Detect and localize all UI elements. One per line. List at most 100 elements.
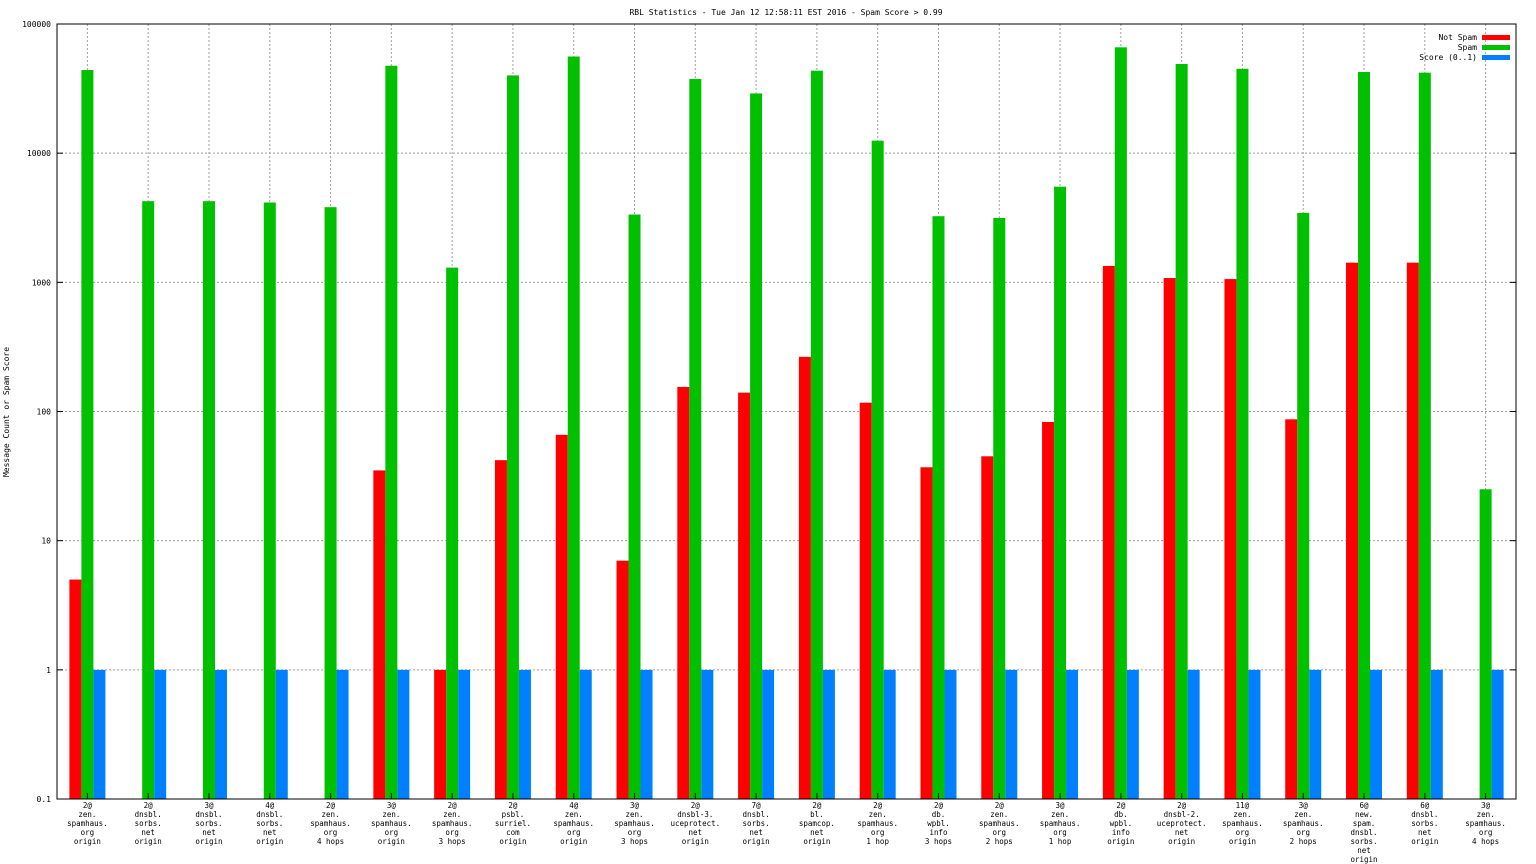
x-tick-label: 3@ zen. spamhaus. org 2 hops <box>1283 801 1324 846</box>
bar-not-spam <box>1406 262 1419 800</box>
bar-spam <box>1054 186 1067 800</box>
bar-not-spam <box>69 579 82 799</box>
x-tick-label: 2@ zen. spamhaus. org 1 hop <box>857 801 898 846</box>
bar-score-0-1 <box>93 669 106 799</box>
bar-not-spam <box>920 467 933 799</box>
legend-swatch <box>1482 45 1510 50</box>
bar-not-spam <box>434 669 447 799</box>
y-tick-label: 1 <box>46 666 51 675</box>
x-tick-label: 3@ zen. spamhaus. org 3 hops <box>614 801 655 846</box>
bar-score-0-1 <box>883 669 896 799</box>
y-tick-label: 10000 <box>27 149 51 158</box>
bar-score-0-1 <box>1066 669 1079 799</box>
bar-not-spam <box>1163 278 1176 799</box>
x-tick-label: 2@ psbl. surriel. com origin <box>495 801 531 846</box>
legend-label: Score (0..1) <box>1419 53 1477 62</box>
x-tick-label: 2@ db. wpbl. info origin <box>1107 801 1134 846</box>
axis-ticks: 0.1 1 10 100 1000 10000 100000 2@ zen. spamhaus. o… <box>22 20 1516 864</box>
bar-spam <box>1175 64 1188 799</box>
bar-score-0-1 <box>1187 669 1200 799</box>
bar-not-spam <box>616 560 629 799</box>
x-tick-label: 2@ dnsbl-2. uceprotect. net origin <box>1157 801 1207 846</box>
legend-swatch <box>1482 35 1510 40</box>
bar-spam <box>1297 212 1310 799</box>
bar-spam <box>1236 68 1249 799</box>
bar-spam <box>993 217 1006 800</box>
x-tick-label: 2@ dnsbl-3. uceprotect. net origin <box>670 801 720 846</box>
x-tick-label: 3@ dnsbl. sorbs. net origin <box>195 801 222 846</box>
y-tick-label: 10 <box>41 537 51 546</box>
x-tick-label: 3@ zen. spamhaus. org 1 hop <box>1040 801 1081 846</box>
bar-spam <box>142 201 155 799</box>
x-tick-label: 2@ db. wpbl. info 3 hops <box>925 801 952 846</box>
x-tick-label: 2@ bl. spamcop. net origin <box>799 801 835 846</box>
bar-spam <box>202 201 215 799</box>
bar-spam <box>567 56 580 800</box>
y-tick-label: 100000 <box>22 20 51 29</box>
bar-spam <box>871 140 884 800</box>
x-tick-label: 7@ dnsbl. sorbs. net origin <box>743 801 770 846</box>
bar-not-spam <box>555 434 568 799</box>
bar-score-0-1 <box>518 669 531 799</box>
bar-spam <box>506 75 519 800</box>
bar-not-spam <box>1224 279 1237 799</box>
bar-spam <box>263 202 276 799</box>
bar-spam <box>446 267 459 799</box>
bar-score-0-1 <box>1126 669 1139 799</box>
bar-spam <box>81 70 94 800</box>
bar-score-0-1 <box>1370 669 1383 799</box>
bar-spam <box>1479 489 1492 799</box>
bar-spam <box>1114 47 1127 800</box>
bar-not-spam <box>798 356 811 799</box>
bar-score-0-1 <box>154 669 167 799</box>
x-tick-label: 4@ zen. spamhaus. org origin <box>553 801 594 846</box>
y-tick-label: 0.1 <box>37 795 52 804</box>
bar-not-spam <box>373 470 386 799</box>
x-tick-label: 2@ dnsbl. sorbs. net origin <box>135 801 162 846</box>
bar-not-spam <box>677 386 690 799</box>
x-tick-label: 2@ zen. spamhaus. org origin <box>67 801 108 846</box>
bar-score-0-1 <box>1248 669 1261 799</box>
legend-label: Spam <box>1458 43 1477 52</box>
bar-spam <box>324 207 337 799</box>
chart-title: RBL Statistics - Tue Jan 12 12:58:11 EST… <box>629 8 942 17</box>
bar-score-0-1 <box>1005 669 1018 799</box>
bar-spam <box>1358 71 1371 800</box>
x-tick-label: 3@ zen. spamhaus. org origin <box>371 801 412 846</box>
bar-score-0-1 <box>701 669 714 799</box>
x-tick-label: 11@ zen. spamhaus. org origin <box>1222 801 1263 846</box>
bar-spam <box>628 214 641 800</box>
bar-not-spam <box>1042 421 1055 799</box>
bar-spam <box>810 70 823 800</box>
bar-spam <box>1418 72 1431 799</box>
legend-label: Not Spam <box>1438 33 1477 42</box>
bar-not-spam <box>859 402 872 799</box>
x-tick-label: 6@ dnsbl. sorbs. net origin <box>1411 801 1438 846</box>
bar-score-0-1 <box>944 669 957 799</box>
bar-not-spam <box>1346 262 1359 800</box>
bar-score-0-1 <box>1491 669 1504 799</box>
bar-spam <box>385 65 398 800</box>
bar-score-0-1 <box>336 669 349 799</box>
y-tick-label: 1000 <box>32 278 51 287</box>
bars <box>69 47 1504 800</box>
bar-score-0-1 <box>214 669 227 799</box>
bar-spam <box>750 93 763 800</box>
bar-score-0-1 <box>275 669 288 799</box>
x-tick-label: 3@ zen. spamhaus. org 4 hops <box>1465 801 1506 846</box>
bar-score-0-1 <box>762 669 775 799</box>
bar-not-spam <box>494 460 507 799</box>
x-tick-label: 6@ new. spam. dnsbl. sorbs. net origin <box>1350 801 1377 864</box>
x-tick-label: 2@ zen. spamhaus. org 3 hops <box>432 801 473 846</box>
bar-not-spam <box>981 456 994 799</box>
bar-not-spam <box>1285 419 1298 799</box>
y-axis-label: Message Count or Spam Score <box>2 347 11 477</box>
bar-spam <box>932 216 945 799</box>
bar-spam <box>689 79 702 800</box>
bar-score-0-1 <box>458 669 471 799</box>
x-tick-label: 4@ dnsbl. sorbs. net origin <box>256 801 283 846</box>
bar-not-spam <box>1102 265 1115 799</box>
legend-swatch <box>1482 55 1510 60</box>
